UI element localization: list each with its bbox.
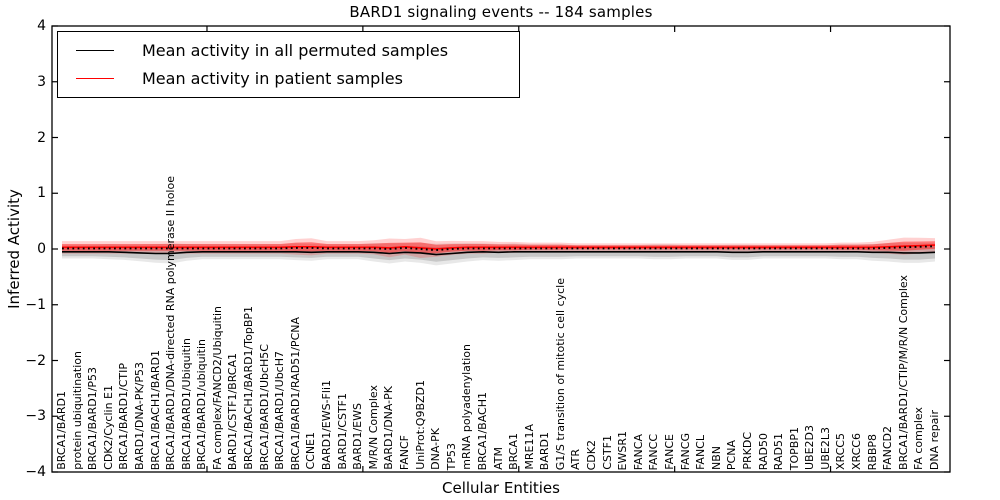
legend-box: Mean activity in all permuted samples Me… xyxy=(57,31,520,98)
x-entity-label: CDK2 xyxy=(585,439,599,470)
x-entity-label: UniProt:Q9BZD1 xyxy=(413,380,427,470)
x-entity-label: TP53 xyxy=(444,442,458,470)
legend-label-permuted: Mean activity in all permuted samples xyxy=(142,41,449,60)
x-entity-label: ATR xyxy=(569,448,583,470)
x-entity-label: BARD1 xyxy=(538,431,552,470)
x-entity-label: BRCA1/BACH1 xyxy=(475,391,489,470)
legend-item-patient: Mean activity in patient samples xyxy=(76,69,519,88)
x-entity-label: BRCA1/BARD1/ubiquitin xyxy=(195,339,209,470)
x-entity-label: RAD50 xyxy=(756,432,770,470)
x-entity-label: M/R/N Complex xyxy=(366,385,380,470)
x-entity-label: FA complex xyxy=(912,407,926,470)
y-tick-label: 0 xyxy=(37,241,46,257)
x-entity-label: BRCA1/BARD1/UbcH5C xyxy=(257,343,271,470)
y-tick-label: −1 xyxy=(25,296,46,313)
x-entity-label: NBN xyxy=(709,445,723,470)
x-entity-label: BRCA1/BARD1/DNA-directed RNA polymerase … xyxy=(164,175,178,470)
x-entity-label: UBE2L3 xyxy=(818,427,832,470)
x-entity-label: BRCA1/BACH1/BARD1 xyxy=(148,349,162,470)
x-entity-label: DNA-PK xyxy=(429,428,443,470)
x-entity-label: RBBP8 xyxy=(865,433,879,470)
legend-item-permuted: Mean activity in all permuted samples xyxy=(76,41,519,60)
x-entity-label: MRE11A xyxy=(522,424,536,470)
x-entity-label: PRKDC xyxy=(740,432,754,470)
patient-line-swatch xyxy=(76,78,114,79)
x-entity-label: TOPBP1 xyxy=(787,426,801,470)
x-entity-label: XRCC6 xyxy=(850,433,864,470)
x-entity-label: protein ubiquitination xyxy=(70,351,84,470)
x-entity-label: CDK2/Cyclin E1 xyxy=(101,385,115,470)
x-entity-label: XRCC5 xyxy=(834,433,848,470)
x-entity-label: EWSR1 xyxy=(616,430,630,470)
y-tick-label: 2 xyxy=(37,129,46,146)
y-tick-label: 3 xyxy=(37,73,46,90)
chart-title: BARD1 signaling events -- 184 samples xyxy=(349,3,653,21)
legend-label-patient: Mean activity in patient samples xyxy=(142,69,403,88)
x-entity-label: UBE2D3 xyxy=(803,424,817,470)
x-entity-label: CCNE1 xyxy=(304,432,318,470)
x-axis-label: Cellular Entities xyxy=(442,479,560,497)
x-entity-label: FANCA xyxy=(631,433,645,470)
x-entity-label: FANCD2 xyxy=(881,425,895,470)
permuted-line-swatch xyxy=(76,50,114,51)
x-entity-label: BRCA1/BACH1/BARD1/TopBP1 xyxy=(242,306,256,470)
x-entity-label: BARD1/DNA-PK/P53 xyxy=(132,361,146,470)
x-entity-label: BRCA1/BARD1/CTIP/M/R/N Complex xyxy=(896,275,910,470)
x-entity-label: BRCA1/BARD1/Ubiquitin xyxy=(179,338,193,470)
x-entity-label: G1/S transition of mitotic cell cycle xyxy=(553,277,567,470)
x-entity-label: BARD1/CSTF1/BRCA1 xyxy=(226,352,240,470)
x-entity-label: BARD1/EWS-Fli1 xyxy=(320,379,334,470)
x-entity-label: BRCA1/BARD1/UbcH7 xyxy=(273,351,287,470)
y-tick-label: 1 xyxy=(37,185,46,202)
x-entity-label: CSTF1 xyxy=(600,435,614,470)
x-entity-label: PCNA xyxy=(725,439,739,470)
x-entity-label: DNA repair xyxy=(928,409,941,470)
x-entity-label: FANCC xyxy=(647,433,661,470)
x-entity-label: BARD1/CSTF1 xyxy=(335,393,349,470)
x-entity-label: ATM xyxy=(491,447,505,470)
x-entity-label: BRCA1/BARD1/RAD51/PCNA xyxy=(288,316,302,470)
y-tick-label: 4 xyxy=(37,18,46,34)
y-tick-label: −4 xyxy=(25,464,46,480)
x-entity-label: BRCA1/BARD1 xyxy=(55,391,68,470)
x-entity-label: BARD1/DNA-PK xyxy=(382,386,396,470)
x-entity-label: BARD1/EWS xyxy=(351,403,365,470)
x-entity-label: BRCA1/BARD1/CTIP xyxy=(117,363,131,470)
y-tick-label: −2 xyxy=(25,352,46,369)
x-entity-label: RAD51 xyxy=(772,432,786,470)
x-entity-label: FANCL xyxy=(694,435,708,470)
x-entity-label: FA complex/FANCD2/Ubiquitin xyxy=(210,305,224,470)
x-entity-label: BRCA1 xyxy=(507,433,521,470)
x-entity-label: FANCG xyxy=(678,432,692,470)
x-entity-label: FANCF xyxy=(397,434,411,470)
x-entity-label: BRCA1/BARD1/P53 xyxy=(86,366,100,470)
x-entity-label: FANCE xyxy=(662,434,676,470)
y-tick-label: −3 xyxy=(25,408,46,425)
x-entity-label: mRNA polyadenylation xyxy=(460,344,474,470)
